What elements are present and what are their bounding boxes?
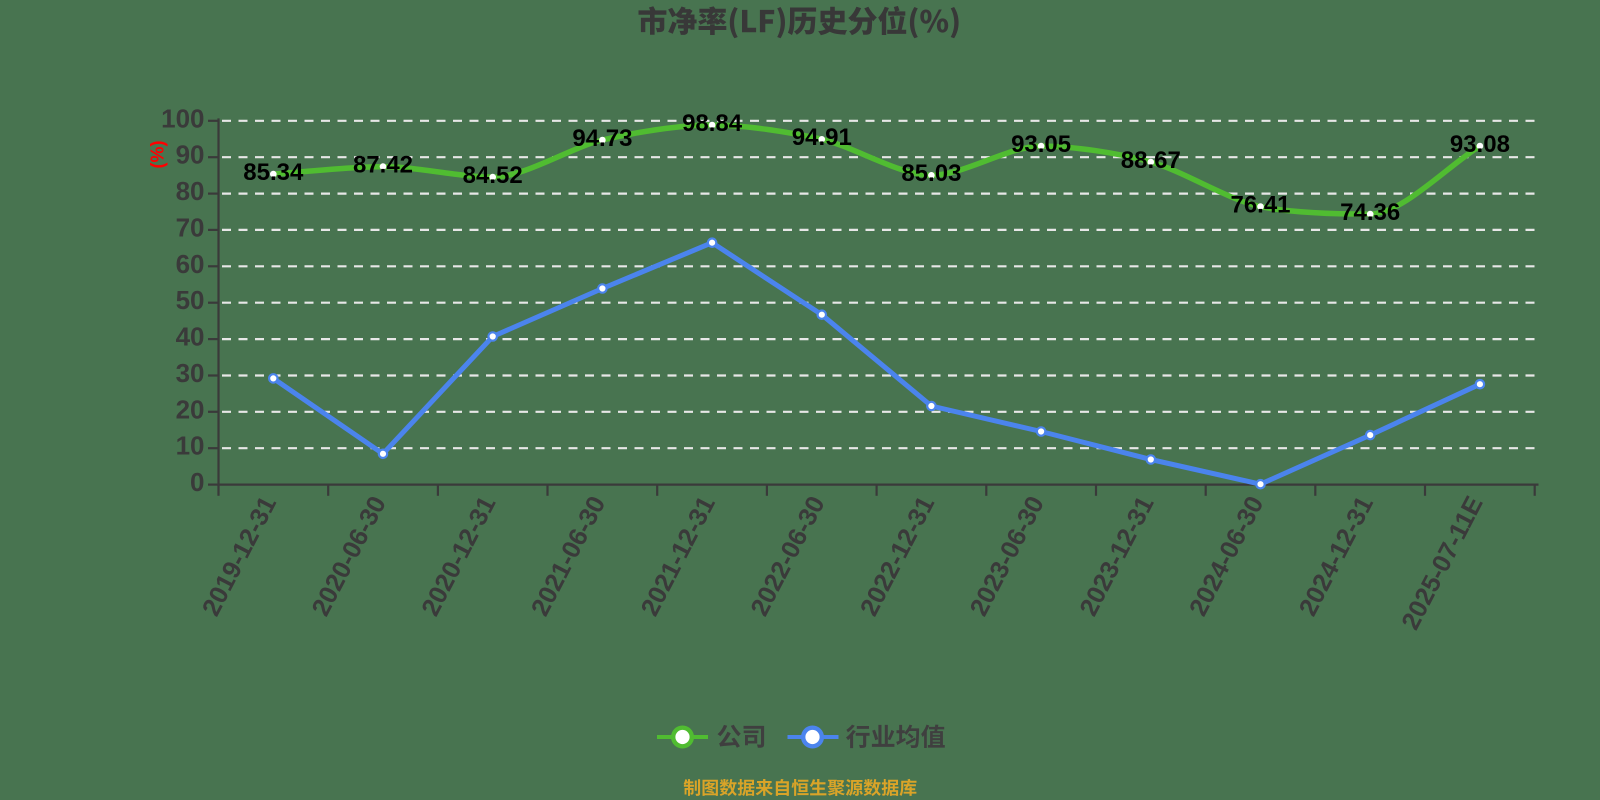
svg-text:87.42: 87.42 [353,152,413,179]
svg-text:70: 70 [176,212,205,242]
svg-text:50: 50 [176,285,205,315]
svg-text:100: 100 [161,103,204,133]
svg-text:85.03: 85.03 [901,160,961,187]
svg-text:94.73: 94.73 [572,125,632,152]
svg-text:93.08: 93.08 [1450,131,1510,158]
svg-text:80: 80 [176,176,205,206]
svg-text:93.05: 93.05 [1011,131,1071,158]
svg-text:30: 30 [176,358,205,388]
svg-text:74.36: 74.36 [1340,199,1400,226]
svg-text:(%): (%) [148,141,168,169]
svg-text:10: 10 [176,431,205,461]
svg-text:76.41: 76.41 [1230,192,1290,219]
svg-text:94.91: 94.91 [792,124,852,151]
svg-text:90: 90 [176,140,205,170]
svg-text:98.84: 98.84 [682,110,743,137]
svg-text:40: 40 [176,322,205,352]
svg-text:20: 20 [176,394,205,424]
svg-text:60: 60 [176,249,205,279]
svg-text:85.34: 85.34 [243,159,304,186]
svg-text:88.67: 88.67 [1121,147,1181,174]
svg-text:0: 0 [190,467,204,497]
svg-text:84.52: 84.52 [463,162,523,189]
